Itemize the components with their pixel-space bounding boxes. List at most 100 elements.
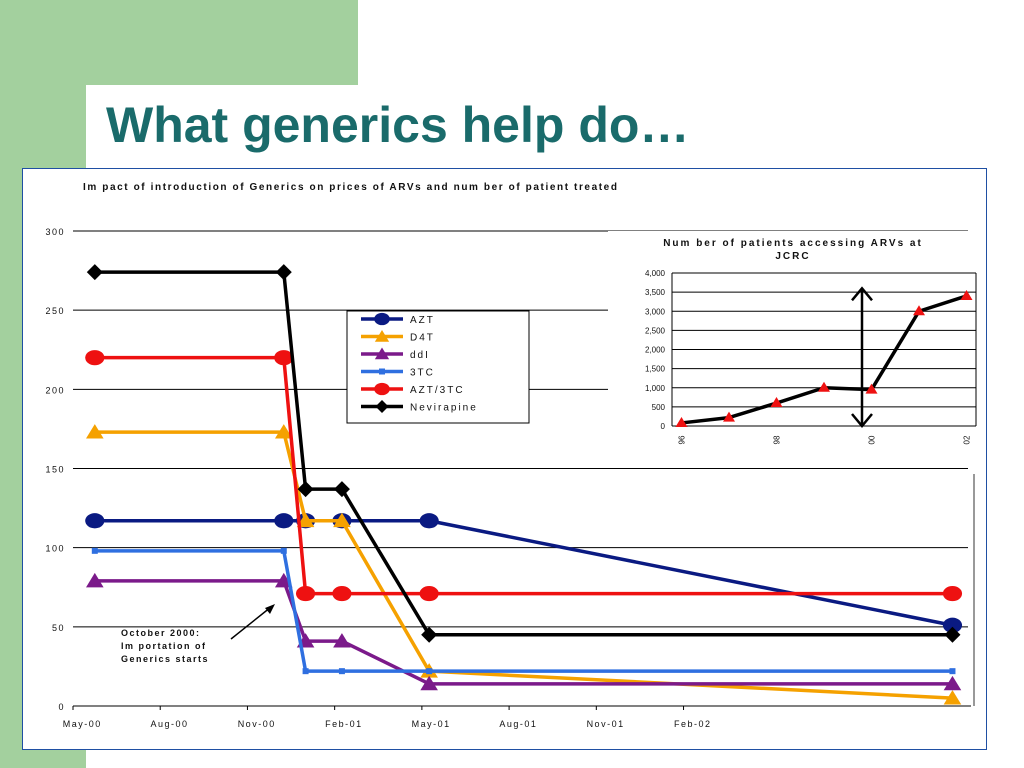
data-point — [942, 617, 963, 633]
legend-label: ddI — [410, 350, 430, 361]
legend-item: AZT/3TC — [361, 382, 465, 396]
data-point — [274, 424, 293, 439]
data-point — [86, 424, 104, 439]
x-tick-label: Feb-02 — [674, 719, 712, 729]
series-d4t — [86, 424, 962, 705]
annotation-line: October 2000: — [121, 628, 201, 638]
data-point — [295, 585, 316, 602]
series-line — [94, 430, 953, 700]
data-point — [942, 585, 963, 602]
data-point — [420, 675, 438, 691]
legend-item: 3TC — [361, 368, 435, 379]
y-tick-label: 50 — [52, 623, 65, 633]
series-line — [94, 549, 953, 673]
legend-item: D4T — [361, 330, 435, 344]
legend-box — [346, 310, 530, 424]
data-point — [86, 572, 104, 588]
y-tick-label: 100 — [45, 544, 65, 554]
data-point — [296, 512, 315, 528]
inset-title: Num ber of patients accessing ARVs at — [663, 238, 923, 249]
data-point — [302, 668, 309, 675]
legend-label: 3TC — [410, 368, 435, 379]
annotation: October 2000: Im portation of Generics sta… — [121, 604, 275, 664]
data-point — [297, 481, 314, 498]
data-point — [275, 264, 292, 281]
inset-data-point — [960, 289, 973, 300]
data-point — [944, 626, 961, 643]
inset-data-point — [723, 411, 735, 422]
inset-x-tick-label: 00 — [868, 435, 877, 444]
data-point — [419, 513, 439, 529]
data-point — [280, 547, 287, 554]
legend-label: D4T — [410, 333, 435, 344]
inset-y-tick-label: 2,000 — [645, 346, 666, 355]
legend-label: AZT/3TC — [410, 385, 465, 396]
data-point — [426, 668, 433, 675]
inset-data-point — [675, 416, 688, 427]
inset-y-tick-label: 1,000 — [645, 384, 666, 393]
annotation-line: Generics starts — [121, 654, 209, 664]
series-3tc — [91, 547, 956, 675]
x-tick-label: May-01 — [412, 719, 451, 729]
inset-arrow-head-top — [851, 286, 873, 302]
x-tick-label: Feb-01 — [325, 719, 363, 729]
data-point — [949, 668, 956, 675]
data-point — [943, 675, 962, 691]
data-point — [332, 585, 352, 602]
inset-y-tick-label: 3,000 — [645, 307, 666, 316]
slide-title: What generics help do… — [106, 97, 690, 153]
legend-item: Nevirapine — [361, 400, 478, 414]
series-line — [94, 579, 953, 686]
data-point — [333, 633, 351, 648]
x-tick-label: Aug-01 — [499, 719, 537, 729]
y-tick-label: 300 — [45, 227, 65, 237]
inset-title: JCRC — [775, 251, 810, 262]
legend-swatch-marker — [374, 347, 390, 360]
annotation-line: Im portation of — [121, 641, 207, 651]
legend-item: ddI — [361, 347, 430, 361]
chart-frame: Im pact of introduction of Generics on p… — [22, 168, 987, 750]
series-azt — [85, 513, 963, 633]
inset-x-tick-label: 02 — [963, 435, 972, 444]
data-point — [419, 585, 439, 602]
series-line — [94, 519, 953, 627]
inset-y-tick-label: 0 — [661, 422, 666, 431]
data-point — [421, 626, 438, 643]
inset-background — [608, 231, 978, 437]
data-point — [333, 512, 351, 528]
data-point — [91, 547, 98, 554]
x-tick-label: Nov-01 — [587, 719, 625, 729]
inset-y-tick-label: 1,500 — [645, 365, 666, 374]
annotation-arrow-head — [265, 604, 275, 614]
legend-swatch-marker — [379, 368, 385, 375]
series-nevirapine — [86, 264, 961, 643]
legend-item: AZT — [361, 312, 435, 326]
x-tick-label: Aug-00 — [150, 719, 188, 729]
series-line — [94, 270, 953, 637]
legend-label: Nevirapine — [410, 403, 478, 414]
inset-y-tick-label: 4,000 — [645, 269, 666, 278]
inset-arrow-head-bottom — [851, 413, 873, 428]
data-point — [86, 264, 103, 281]
inset-y-tick-label: 2,500 — [645, 326, 666, 335]
legend-swatch-marker — [375, 400, 389, 413]
series-line — [94, 355, 953, 596]
y-tick-label: 0 — [58, 702, 65, 712]
inset-data-point — [770, 397, 783, 408]
y-tick-label: 250 — [45, 306, 65, 316]
inset-x-tick-label: 96 — [678, 435, 687, 444]
annotation-arrow-line — [230, 606, 272, 640]
series-azt-3tc — [85, 350, 963, 602]
inset-data-point — [913, 305, 925, 316]
y-tick-label: 150 — [45, 465, 65, 475]
data-point — [943, 690, 962, 705]
legend-label: AZT — [410, 315, 435, 326]
data-point — [338, 668, 345, 675]
data-point — [333, 481, 350, 498]
inset-data-point — [818, 381, 830, 392]
chart-title: Im pact of introduction of Generics on p… — [83, 182, 619, 193]
legend: AZT D4T ddI 3TC AZT/3TC Nevirapine — [346, 310, 530, 424]
legend-swatch-marker — [374, 312, 390, 326]
data-point — [85, 513, 105, 529]
x-tick-label: May-00 — [63, 719, 102, 729]
